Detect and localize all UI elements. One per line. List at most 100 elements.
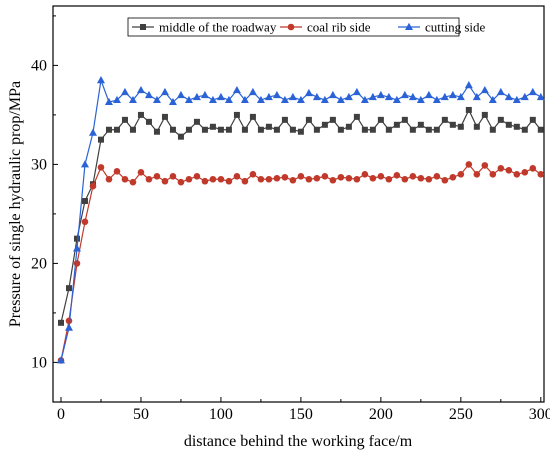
data-point [337,126,344,133]
data-point [64,323,73,331]
data-point [121,175,129,183]
data-point [328,90,337,99]
y-tick-label: 40 [31,57,47,74]
data-point [305,175,313,183]
data-point [97,164,105,171]
data-point [520,92,529,101]
data-point [225,126,232,133]
x-tick-label: 150 [289,406,313,423]
data-point [473,123,480,130]
data-point [521,169,529,176]
data-point [96,76,105,84]
series-2 [56,76,545,364]
data-point [256,95,265,104]
data-point [200,90,209,99]
data-point [105,126,112,133]
data-point [240,95,249,104]
data-point [393,171,401,179]
data-point [409,126,416,133]
x-tick-label: 0 [57,406,65,423]
data-point [417,174,425,182]
data-point [169,172,177,180]
series-line [60,163,542,361]
data-point [464,81,473,89]
data-point [113,126,120,133]
data-point [360,95,369,104]
series-layer [56,76,545,364]
data-point [433,172,441,180]
data-point [329,116,336,123]
y-tick-label: 20 [31,255,47,272]
data-point [384,92,393,101]
data-point [353,175,361,183]
data-point [352,87,361,96]
data-point [80,160,89,168]
x-tick-label: 250 [449,406,473,423]
data-point [441,176,449,184]
data-point [137,169,145,176]
data-point [257,126,264,133]
data-point [161,177,169,185]
data-point [72,244,81,252]
data-point [312,92,321,101]
data-point [449,173,457,181]
data-point [224,95,233,104]
data-point [105,175,113,183]
data-point [504,92,513,101]
series-line [60,108,542,323]
data-point [201,177,209,185]
data-point [249,113,256,120]
legend-marker [405,22,413,30]
data-point [432,95,441,104]
data-point [497,116,504,123]
data-point [185,126,192,133]
axis-ticks: 0 50 100 150 200 250 300 10 20 30 40 [31,15,550,423]
data-point [472,92,481,101]
data-point [81,218,89,226]
data-point [113,168,121,175]
data-point [288,92,297,101]
data-point [81,198,88,205]
data-point [249,171,257,178]
data-point [193,118,200,125]
data-point [233,111,240,118]
data-point [320,95,329,104]
data-point [56,356,65,364]
data-point [177,178,185,186]
data-point [121,116,128,123]
data-point [265,123,272,130]
data-point [537,171,545,178]
data-point [88,128,97,136]
x-tick-label: 200 [369,406,393,423]
data-point [368,92,377,101]
data-point [480,85,489,94]
data-point [104,97,113,106]
data-point [136,85,145,94]
data-point [465,106,472,113]
data-point [361,126,368,133]
data-point [529,116,536,123]
data-point [505,167,513,174]
data-point [233,172,241,180]
data-point [65,285,72,292]
series-1 [57,161,545,364]
data-point [456,92,465,101]
data-point [513,123,520,130]
data-point [345,123,352,130]
data-point [457,123,464,130]
data-point [489,126,496,133]
data-point [529,165,537,172]
data-point [400,90,409,99]
data-point [377,116,384,123]
data-point [144,90,153,99]
x-axis-label: distance behind the working face/m [184,433,413,450]
data-point [281,116,288,123]
data-point [425,126,432,133]
legend: middle of the roadway coal rib side cuttin… [127,17,486,37]
data-point [305,116,312,123]
data-point [449,121,456,128]
data-point [297,128,304,135]
data-point [289,126,296,133]
series-line [60,80,542,361]
data-point [473,171,481,178]
